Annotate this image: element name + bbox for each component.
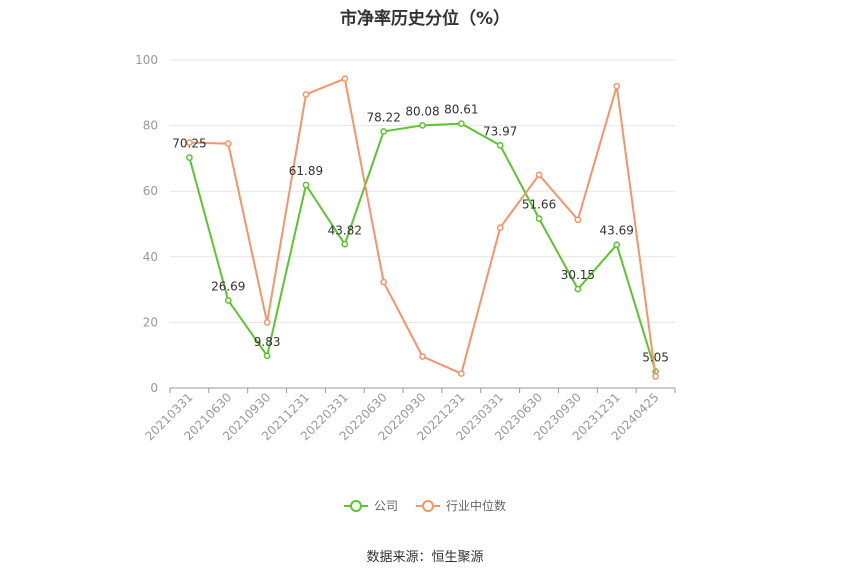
series-1-point-12 xyxy=(652,373,659,380)
data-source: 数据来源：恒生聚源 xyxy=(366,550,484,565)
data-label-5: 78.22 xyxy=(366,110,400,124)
series-0-point-6 xyxy=(419,121,426,129)
series-1-point-1 xyxy=(224,140,232,147)
series xyxy=(186,75,659,380)
series-1-point-5 xyxy=(380,278,388,286)
series-0-point-9 xyxy=(535,215,543,222)
series-1-point-2 xyxy=(263,319,271,326)
series-1-point-3 xyxy=(302,91,310,98)
data-label-2: 9.83 xyxy=(254,335,281,349)
y-tick-label-3: 60 xyxy=(143,184,158,198)
series-0-point-0 xyxy=(186,154,193,161)
series-0-point-10 xyxy=(574,285,582,293)
legend-item-company[interactable]: 公司 xyxy=(343,497,398,514)
chart-title: 市净率历史分位（%） xyxy=(339,9,511,29)
y-tick-label-2: 40 xyxy=(143,250,158,264)
legend-swatch-industry-median xyxy=(416,499,440,513)
series-1-point-6 xyxy=(419,353,426,360)
data-label-1: 26.69 xyxy=(211,279,245,293)
series-1-point-7 xyxy=(457,370,465,377)
series-0-point-2 xyxy=(263,352,271,360)
grid-lines xyxy=(170,59,675,323)
series-0-point-1 xyxy=(224,297,232,304)
series-0-point-4 xyxy=(341,240,349,248)
data-label-6: 80.08 xyxy=(405,104,439,118)
series-1-point-10 xyxy=(574,216,582,224)
y-tick-label-4: 80 xyxy=(143,119,158,133)
data-label-10: 30.15 xyxy=(561,268,595,282)
data-label-12: 5.05 xyxy=(642,350,669,364)
series-0-point-7 xyxy=(457,120,465,127)
data-label-11: 43.69 xyxy=(600,224,634,238)
series-1-point-4 xyxy=(341,75,349,83)
series-0-point-8 xyxy=(496,142,504,149)
data-label-9: 51.66 xyxy=(522,198,556,212)
data-labels: 70.25 26.69 9.83 61.89 43.82 78.22 80.08 80.61 7… xyxy=(172,103,669,365)
series-0-point-11 xyxy=(613,241,621,249)
legend-label-company: 公司 xyxy=(373,499,398,513)
y-tick-label-1: 20 xyxy=(143,315,158,329)
y-tick-label-5: 100 xyxy=(135,53,158,67)
data-label-0: 70.25 xyxy=(172,137,206,151)
data-label-8: 73.97 xyxy=(483,124,517,138)
legend-item-industry-median[interactable]: 行业中位数 xyxy=(416,497,506,514)
legend: 公司 行业中位数 xyxy=(0,497,850,514)
legend-swatch-company xyxy=(343,499,368,513)
series-0-point-3 xyxy=(302,181,310,189)
data-label-3: 61.89 xyxy=(289,164,323,178)
legend-label-industry-median: 行业中位数 xyxy=(446,499,507,513)
y-tick-label-0: 0 xyxy=(150,381,158,395)
series-1-point-0 xyxy=(186,139,193,147)
series-0-point-5 xyxy=(380,128,388,135)
series-1-point-11 xyxy=(613,82,621,90)
series-1-point-9 xyxy=(535,171,543,179)
series-1-point-8 xyxy=(496,224,504,231)
data-label-7: 80.61 xyxy=(444,103,478,117)
data-label-4: 43.82 xyxy=(328,223,362,237)
